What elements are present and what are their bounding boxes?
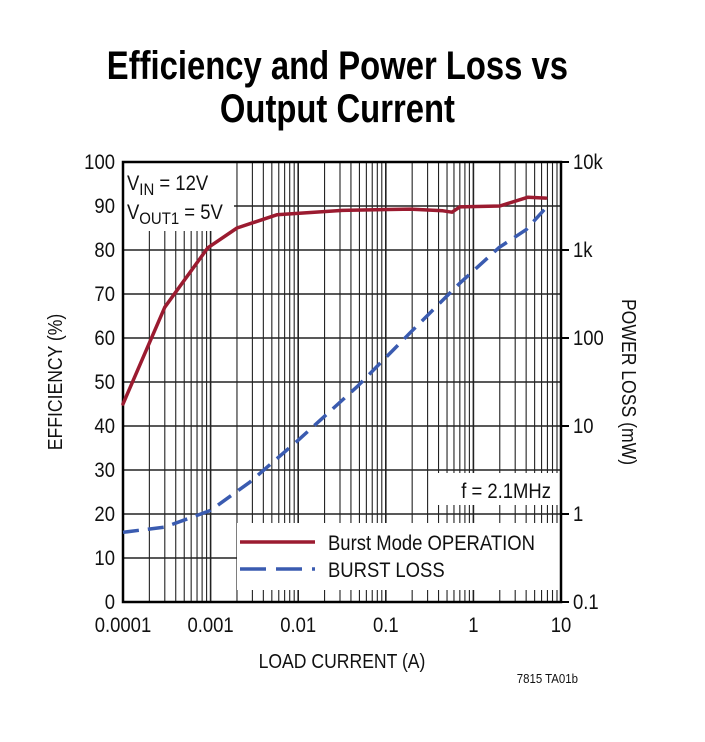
x-tick-label: 0.1 [373, 614, 399, 637]
annotation-box-frequency [432, 473, 560, 505]
figure-id: 7815 TA01b [517, 671, 578, 686]
y-right-tick-label: 1 [573, 503, 583, 526]
series-line-power-loss [122, 206, 548, 535]
annotation-frequency: f = 2.1MHz [461, 480, 551, 503]
x-tick-label: 0.0001 [95, 614, 151, 637]
series-line-efficiency [121, 195, 548, 406]
y-left-tick-label: 100 [84, 151, 115, 174]
y-left-tick-label: 80 [94, 239, 115, 262]
y-left-tick-label: 90 [94, 195, 115, 218]
y-left-axis-label: EFFICIENCY (%) [44, 314, 66, 451]
legend-box [237, 523, 560, 590]
y-left-tick-label: 50 [94, 371, 115, 394]
y-right-tick-label: 1k [573, 239, 593, 262]
y-right-tick-label: 0.1 [573, 591, 599, 614]
annotation-box-voltage [124, 163, 234, 231]
y-right-tick-label: 100 [573, 327, 604, 350]
y-right-axis-label: POWER LOSS (mW) [618, 299, 640, 465]
x-tick-label: 0.01 [280, 614, 316, 637]
x-tick-label: 0.001 [187, 614, 233, 637]
x-axis-label: LOAD CURRENT (A) [259, 650, 426, 672]
x-tick-label: 10 [551, 614, 572, 637]
y-right-tick-label: 10 [573, 415, 594, 438]
y-left-tick-label: 40 [94, 415, 115, 438]
y-left-tick-label: 20 [94, 503, 115, 526]
x-tick-label: 1 [468, 614, 478, 637]
legend-label: Burst Mode OPERATION [328, 532, 535, 555]
annotation-vout: VOUT1 = 5V [127, 201, 224, 228]
y-left-tick-label: 0 [105, 591, 115, 614]
legend-label: BURST LOSS [328, 559, 445, 582]
y-left-tick-label: 60 [94, 327, 115, 350]
chart-title-line2: Output Current [219, 87, 455, 131]
annotation-vin: VIN = 12V [127, 172, 209, 199]
y-left-tick-label: 70 [94, 283, 115, 306]
chart-title-line1: Efficiency and Power Loss vs [106, 44, 568, 88]
y-left-tick-label: 30 [94, 459, 115, 482]
plot-frame [121, 160, 563, 604]
y-right-tick-label: 10k [573, 151, 603, 174]
y-left-tick-label: 10 [94, 547, 115, 570]
